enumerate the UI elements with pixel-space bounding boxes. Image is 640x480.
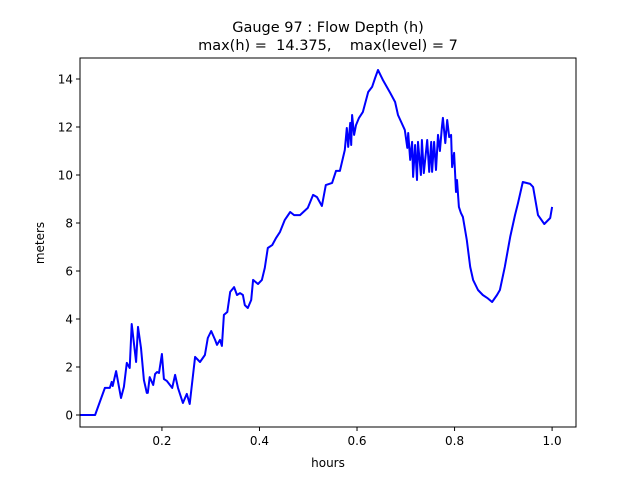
chart-subtitle: max(h) = 14.375, max(level) = 7 [198, 38, 458, 54]
x-tick-label: 1.0 [543, 434, 562, 448]
y-tick-label: 8 [65, 217, 73, 231]
x-tick-label: 0.6 [347, 434, 366, 448]
chart-title: Gauge 97 : Flow Depth (h) [232, 20, 424, 36]
x-axis-label: hours [311, 456, 345, 470]
y-tick-label: 12 [58, 121, 73, 135]
y-tick-label: 10 [58, 169, 73, 183]
x-tick-label: 0.8 [445, 434, 464, 448]
y-tick-label: 2 [65, 361, 73, 375]
series-line-h [80, 69, 554, 416]
y-tick-label: 6 [65, 265, 73, 279]
x-tick-label: 0.4 [250, 434, 269, 448]
y-tick-label: 0 [65, 409, 73, 423]
x-tick-label: 0.2 [152, 434, 171, 448]
plot-frame [79, 57, 577, 428]
y-tick-label: 14 [58, 73, 73, 87]
axis-ticks: 0.2 0.4 0.6 0.8 1.0 0 2 4 6 8 10 12 14 [58, 73, 562, 449]
y-tick-label: 4 [65, 313, 73, 327]
y-axis-label: meters [33, 222, 47, 264]
